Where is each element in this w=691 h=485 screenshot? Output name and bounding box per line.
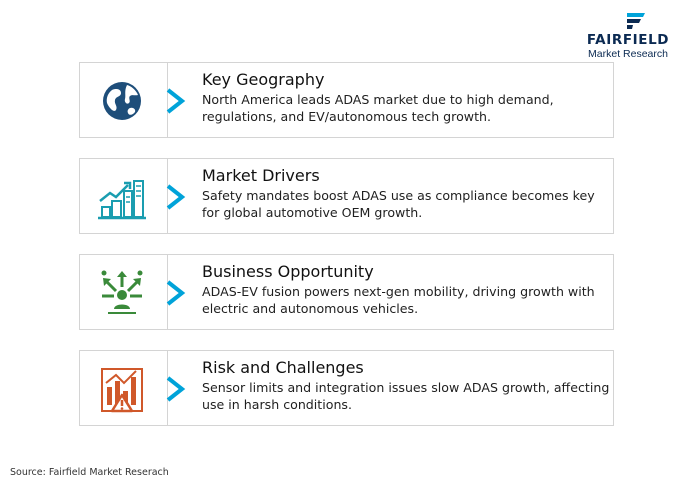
card-title: Key Geography (202, 70, 325, 89)
card-divider (167, 351, 168, 425)
card-title: Business Opportunity (202, 262, 374, 281)
growth-city-icon (98, 180, 146, 220)
card-title: Market Drivers (202, 166, 320, 185)
logo-mark-icon (627, 13, 645, 29)
card-market-drivers: Market Drivers Safety mandates boost ADA… (79, 158, 614, 234)
source-note: Source: Fairfield Market Reserach (10, 467, 169, 478)
brand-logo: FAIRFIELD Market Research (578, 10, 678, 60)
card-text: North America leads ADAS market due to h… (202, 92, 554, 124)
card-text: Safety mandates boost ADAS use as compli… (202, 188, 595, 220)
chevron-right-icon (166, 376, 186, 402)
opportunity-icon (101, 270, 143, 314)
card-risk-and-challenges: Risk and Challenges Sensor limits and in… (79, 350, 614, 426)
card-divider (167, 63, 168, 137)
card-divider (167, 255, 168, 329)
chevron-right-icon (166, 280, 186, 306)
card-business-opportunity: Business Opportunity ADAS-EV fusion powe… (79, 254, 614, 330)
card-key-geography: Key Geography North America leads ADAS m… (79, 62, 614, 138)
card-text: Sensor limits and integration issues slo… (202, 380, 610, 412)
chevron-right-icon (166, 184, 186, 210)
brand-name: FAIRFIELD (586, 32, 670, 48)
card-title: Risk and Challenges (202, 358, 364, 377)
globe-icon (103, 82, 141, 120)
card-text: ADAS-EV fusion powers next-gen mobility,… (202, 284, 595, 316)
risk-chart-icon (101, 368, 143, 413)
brand-tagline: Market Research (588, 48, 668, 60)
card-divider (167, 159, 168, 233)
chevron-right-icon (166, 88, 186, 114)
